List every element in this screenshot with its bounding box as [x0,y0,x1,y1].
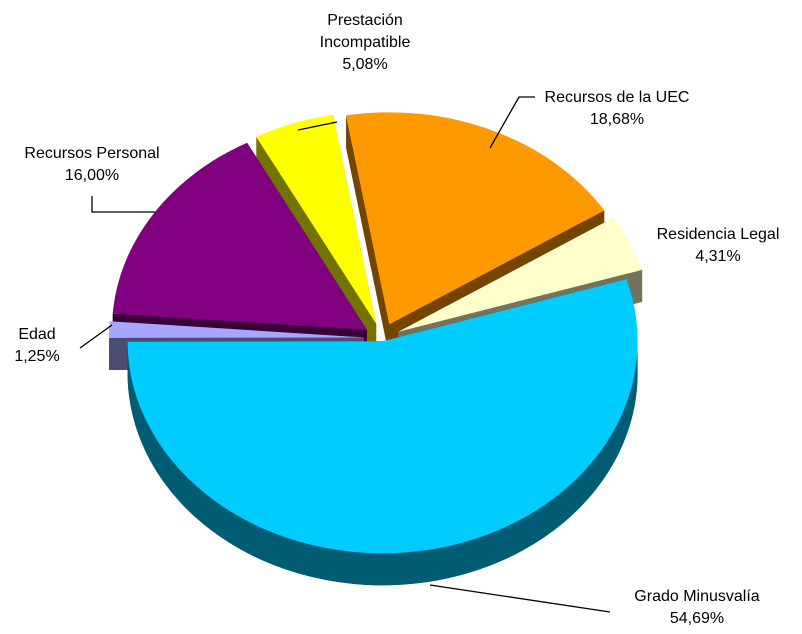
slice-label: Recursos de la UEC [544,89,690,106]
slice-value-label: 5,08% [342,56,388,73]
slice [127,279,638,554]
slice [256,114,377,324]
leader-line [489,96,535,149]
leader-line [297,121,338,131]
slice-value-label: 16,00% [64,167,120,184]
slice-label: Edad [18,326,56,343]
slice-value-label: 18,68% [589,111,645,128]
slice [112,142,367,330]
slice-label: Recursos Personal [24,145,160,162]
slice-cut [346,115,390,357]
leader-line [91,196,155,213]
leader-line [79,324,113,349]
slice-label: Grado Minusvalía [634,588,760,605]
slice-value-label: 1,25% [14,348,60,365]
leader-line [429,584,611,613]
slice [109,321,365,338]
slice-label: Prestación Incompatible [319,12,411,51]
slice [398,217,643,332]
slice [346,112,605,325]
slice-label: Residencia Legal [656,226,780,243]
slice-value-label: 54,69% [669,610,725,627]
slice-value-label: 4,31% [695,248,741,265]
